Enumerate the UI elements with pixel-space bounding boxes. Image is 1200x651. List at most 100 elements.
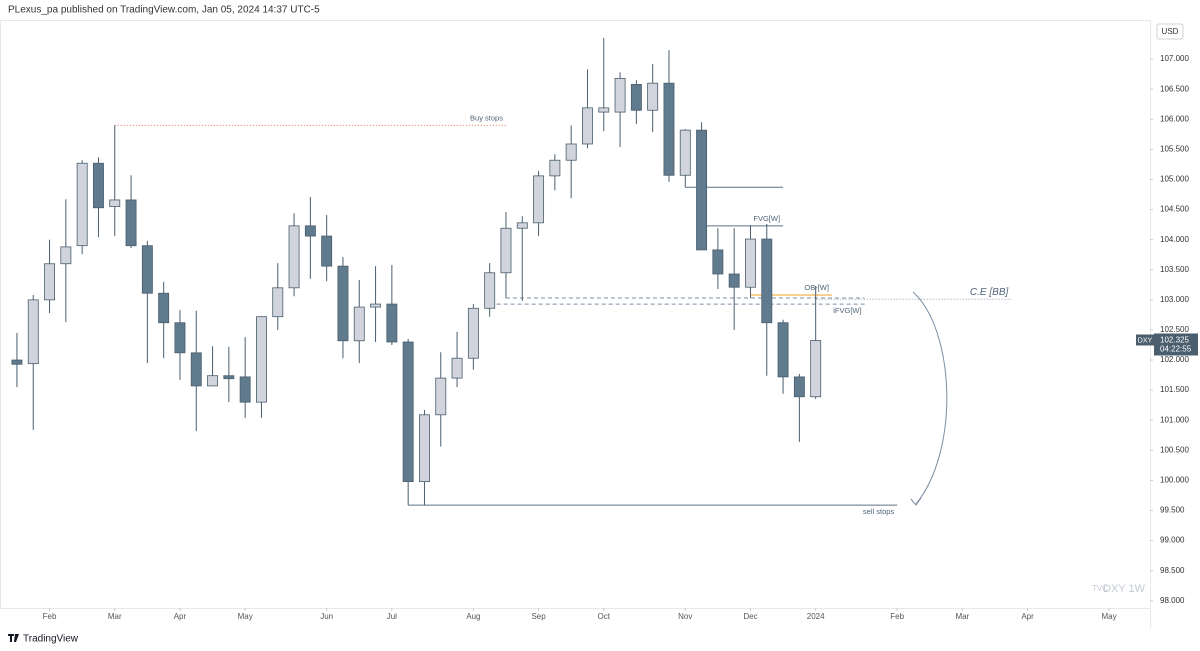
x-tick-label: Feb: [890, 612, 904, 621]
candle-body: [419, 414, 430, 483]
candle-body: [696, 129, 708, 251]
candle-body: [44, 263, 56, 301]
candle-body: [777, 322, 789, 378]
x-tick-label: Aug: [466, 612, 480, 621]
candle-body: [402, 341, 414, 483]
x-tick-label: May: [238, 612, 253, 621]
candle-body: [93, 162, 104, 209]
x-tick-label: Dec: [743, 612, 757, 621]
y-tick-label: 98.500: [1160, 566, 1185, 575]
x-tick-label: Apr: [174, 612, 187, 621]
projection-arrow: [912, 291, 948, 505]
candle-body: [60, 246, 72, 265]
candle-body: [386, 303, 398, 343]
y-tick-label: 104.000: [1160, 235, 1189, 244]
y-tick-label: 103.000: [1160, 295, 1189, 304]
y-tick-label: 107.000: [1160, 54, 1189, 63]
y-tick-label: 100.500: [1160, 445, 1189, 454]
candle-body: [158, 292, 170, 324]
candle-body: [500, 227, 512, 274]
candle-body: [239, 376, 251, 403]
candle-body: [11, 359, 23, 365]
level-label: iFVG[W]: [833, 306, 861, 315]
header-text: PLexus_pa published on TradingView.com, …: [8, 5, 320, 16]
y-tick-label: 106.000: [1160, 114, 1189, 123]
last-price-countdown: 04:22:55: [1160, 345, 1192, 354]
x-tick-label: Jul: [387, 612, 397, 621]
x-tick-label: Jun: [320, 612, 333, 621]
candle-body: [516, 222, 528, 229]
candle-body: [745, 238, 756, 288]
y-tick-label: 101.000: [1160, 415, 1189, 424]
candle-body: [598, 107, 610, 113]
y-tick-label: 101.500: [1160, 385, 1189, 394]
candle-body: [125, 199, 137, 247]
last-price-symbol: DXY: [1138, 337, 1153, 344]
y-tick-label: 103.500: [1160, 265, 1189, 274]
brand-logo: [8, 634, 19, 642]
candle-body: [27, 299, 39, 365]
y-tick-label: 105.500: [1160, 145, 1189, 154]
y-tick-label: 98.000: [1160, 596, 1185, 605]
candle-body: [630, 83, 642, 111]
y-tick-label: 102.000: [1160, 355, 1189, 364]
currency-label: USD: [1162, 27, 1179, 36]
x-tick-label: 2024: [807, 612, 825, 621]
candle-body: [793, 376, 805, 398]
last-price-symbol-box: [1136, 334, 1154, 346]
x-tick-label: May: [1102, 612, 1117, 621]
candle-body: [549, 159, 561, 177]
watermark-source: TVC: [1092, 584, 1108, 593]
y-tick-label: 106.500: [1160, 84, 1189, 93]
candle-body: [76, 162, 88, 247]
x-tick-label: Mar: [108, 612, 122, 621]
projection-arrowhead: [910, 497, 922, 506]
candle-body: [582, 107, 593, 145]
candle-body: [288, 225, 300, 289]
candle-body: [304, 225, 316, 237]
watermark-symbol: DXY 1W: [1103, 583, 1146, 595]
x-tick-label: Mar: [955, 612, 969, 621]
last-price-box: [1154, 333, 1198, 356]
candle-body: [647, 82, 659, 111]
candle-body: [321, 235, 333, 267]
candle-body: [663, 82, 675, 176]
x-tick-label: Oct: [598, 612, 611, 621]
candle-body: [810, 340, 822, 398]
candle-body: [109, 199, 121, 207]
candle-body: [256, 316, 267, 403]
level-label: C.E [BB]: [970, 287, 1009, 298]
footer-brand: TradingView: [23, 634, 79, 645]
level-label: FVG[W]: [753, 214, 780, 223]
y-tick-label: 105.000: [1160, 175, 1189, 184]
candle-body: [141, 245, 153, 294]
x-tick-label: Nov: [678, 612, 692, 621]
y-tick-label: 99.000: [1160, 536, 1185, 545]
candle-body: [484, 272, 496, 309]
candle-body: [761, 238, 773, 324]
candle-body: [353, 306, 365, 342]
candle-body: [370, 303, 382, 308]
level-label: OB-[W]: [804, 283, 829, 292]
y-tick-label: 102.500: [1160, 325, 1189, 334]
candle-body: [223, 375, 235, 380]
candle-body: [207, 375, 219, 387]
candle-body: [174, 322, 186, 354]
candle-body: [190, 352, 202, 387]
level-label: sell stops: [863, 507, 895, 516]
candle-body: [728, 273, 740, 288]
last-price-value: 102.325: [1160, 336, 1189, 345]
x-tick-label: Feb: [43, 612, 57, 621]
candle-body: [467, 307, 479, 359]
x-tick-label: Sep: [531, 612, 546, 621]
candle-body: [337, 265, 349, 342]
candle-body: [679, 129, 691, 176]
candle-body: [712, 249, 724, 275]
marks: 98.000 98.500 99.000 99.500 100.000 100.500 10…: [11, 38, 1189, 621]
y-tick-label: 99.500: [1160, 506, 1185, 515]
currency-box[interactable]: [1156, 23, 1184, 40]
x-tick-label: Apr: [1021, 612, 1034, 621]
candle-body: [614, 77, 626, 113]
